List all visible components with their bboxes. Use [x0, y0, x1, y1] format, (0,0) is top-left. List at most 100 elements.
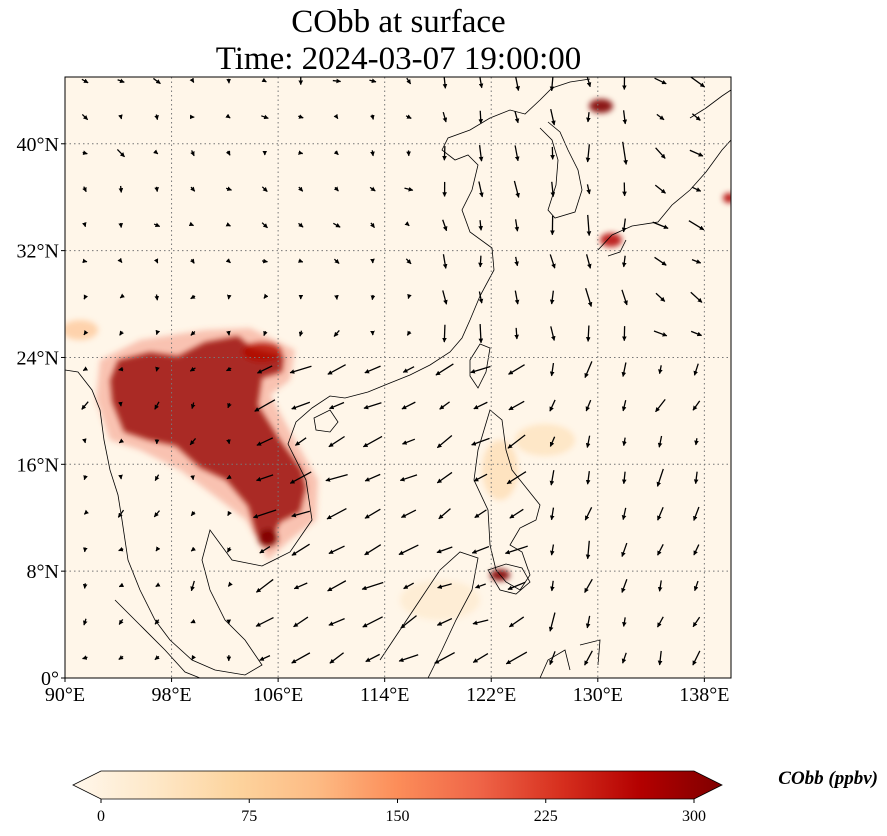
wind-vector-arrow — [622, 437, 627, 447]
wind-vector-arrow — [364, 544, 382, 556]
coastline-korea — [539, 121, 583, 219]
colorbar-tick-label: 75 — [241, 808, 257, 825]
wind-vector-arrow — [693, 506, 700, 521]
wind-vector-arrow — [362, 616, 383, 628]
wind-vector-arrow — [442, 146, 447, 161]
x-tick-label: 114°E — [360, 684, 409, 706]
wind-vector-arrow — [622, 617, 627, 627]
wind-vector-arrow — [362, 435, 383, 448]
wind-vector-arrow — [585, 144, 591, 163]
colorbar-body — [72, 770, 723, 800]
x-tick-label: 138°E — [679, 684, 729, 706]
wind-vector-arrow — [119, 293, 125, 299]
colorbar-tick-label: 0 — [97, 808, 105, 825]
wind-vector-arrow — [507, 581, 526, 590]
wind-vector-arrow — [549, 436, 556, 447]
wind-vector-arrow — [478, 181, 484, 198]
wind-vector-arrow — [295, 437, 307, 446]
wind-vector-arrow — [549, 254, 556, 269]
wind-vector-arrow — [364, 508, 381, 519]
wind-vector-arrow — [334, 294, 339, 300]
wind-vector-arrow — [119, 330, 124, 336]
wind-vector-arrow — [442, 290, 448, 305]
wind-vector-arrow — [585, 254, 592, 269]
wind-vector-arrow — [550, 181, 556, 198]
wind-vector-arrow — [333, 113, 339, 120]
wind-vector-arrow — [656, 616, 664, 628]
wind-vector-arrow — [694, 438, 699, 446]
wind-vector-arrow — [656, 113, 665, 121]
wind-vector-arrow — [333, 329, 340, 337]
wind-vector-arrow — [117, 509, 125, 518]
wind-vector-arrow — [256, 437, 273, 446]
wind-vector-arrow — [154, 401, 160, 410]
wind-vector-arrow — [621, 362, 627, 377]
wind-vector-arrow — [293, 616, 309, 628]
wind-vector-arrow — [369, 186, 376, 192]
wind-vector-arrow — [154, 655, 160, 661]
smoke-patch-central-japan — [723, 193, 731, 203]
wind-vector-arrow — [691, 113, 701, 121]
wind-vector-arrow — [191, 654, 196, 661]
wind-vector-arrow — [652, 221, 669, 229]
coastlines — [65, 78, 731, 678]
wind-vector-arrow — [399, 474, 418, 482]
wind-vector-arrow — [621, 400, 627, 412]
wind-vector-arrow — [437, 583, 452, 589]
y-tick-label: 24°N — [17, 347, 59, 369]
wind-vector-arrow — [621, 507, 627, 521]
wind-vector-arrow — [83, 509, 90, 515]
coastline-asian-mainland — [65, 78, 591, 676]
wind-vector-arrow — [549, 507, 555, 521]
wind-vector-arrow — [656, 468, 664, 487]
wind-vector-arrow — [514, 111, 520, 124]
smoke-concentration-field — [65, 99, 731, 620]
wind-vector-arrow — [688, 220, 705, 231]
wind-vector-arrow — [471, 545, 490, 554]
wind-vector-arrow — [621, 542, 628, 557]
coastline-mindanao — [487, 563, 531, 595]
wind-vector-arrow — [370, 294, 376, 301]
wind-vector-arrow — [655, 398, 666, 413]
y-tick-label: 8°N — [27, 561, 59, 583]
wind-vector-arrow — [298, 186, 304, 192]
wind-vector-arrow — [227, 403, 232, 409]
wind-vector-arrow — [291, 510, 310, 518]
wind-vector-arrow — [81, 113, 89, 121]
wind-vector-arrow — [153, 149, 159, 155]
wind-vector-arrow — [478, 220, 484, 231]
wind-vector-arrow — [298, 222, 304, 228]
wind-vector-arrow — [82, 150, 88, 155]
smoke-patch-yunnan — [242, 342, 282, 362]
wind-vector-arrow — [365, 653, 380, 663]
wind-vector-arrow — [118, 618, 124, 625]
wind-vector-arrow — [261, 77, 267, 83]
wind-vector-arrow — [81, 401, 89, 410]
wind-vector-arrow — [693, 363, 699, 376]
wind-vector-arrow — [118, 546, 124, 552]
wind-vector-arrow — [403, 582, 415, 590]
wind-vector-arrow — [256, 474, 274, 482]
wind-vector-arrow — [550, 108, 556, 126]
wind-vector-arrow — [693, 544, 700, 556]
wind-vector-arrow — [154, 114, 159, 121]
wind-vector-arrow — [333, 150, 339, 156]
wind-vector-arrow — [254, 399, 276, 412]
wind-vector-arrow — [585, 288, 593, 307]
wind-vector-arrow — [442, 111, 448, 123]
wind-vector-arrow — [326, 507, 347, 520]
smoke-patch-philippine-sea — [515, 424, 575, 456]
colorbar-tick-label: 300 — [682, 808, 706, 825]
wind-vector-arrow — [549, 399, 556, 412]
wind-vector-arrow — [83, 294, 89, 300]
wind-vector-arrow — [693, 471, 699, 485]
wind-vector-arrow — [655, 292, 666, 302]
coastline-sulawesi — [539, 639, 601, 678]
wind-vector-arrow — [690, 291, 703, 303]
wind-vector-arrow — [406, 330, 412, 336]
wind-vector-arrow — [586, 112, 591, 123]
wind-vector-arrow — [81, 222, 87, 228]
wind-vector-arrow — [329, 652, 344, 664]
wind-vector-arrow — [514, 256, 519, 267]
wind-vector-arrow — [361, 581, 384, 591]
